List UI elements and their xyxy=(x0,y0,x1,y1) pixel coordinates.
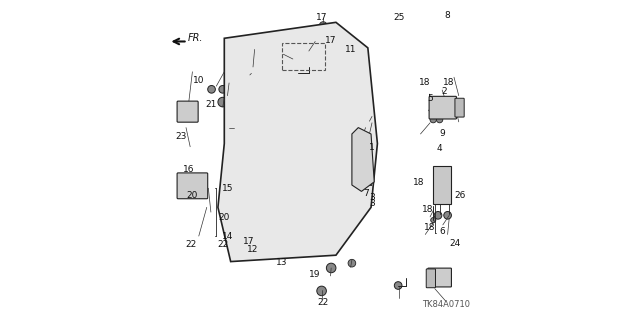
Circle shape xyxy=(180,108,186,115)
Text: 9: 9 xyxy=(439,129,445,138)
FancyBboxPatch shape xyxy=(429,96,456,119)
Text: 11: 11 xyxy=(345,45,356,54)
Text: 7: 7 xyxy=(363,189,369,198)
Text: 19: 19 xyxy=(308,271,320,279)
Text: TK84A0710: TK84A0710 xyxy=(422,300,470,309)
Circle shape xyxy=(430,116,436,123)
Circle shape xyxy=(196,183,204,190)
Text: 17: 17 xyxy=(243,237,254,246)
Circle shape xyxy=(353,174,363,183)
Text: 23: 23 xyxy=(175,132,186,141)
Text: 15: 15 xyxy=(222,184,234,193)
Circle shape xyxy=(326,263,336,273)
Polygon shape xyxy=(218,22,378,262)
FancyBboxPatch shape xyxy=(426,269,435,288)
Circle shape xyxy=(434,211,442,219)
Circle shape xyxy=(180,183,188,190)
Text: 13: 13 xyxy=(276,258,287,267)
Circle shape xyxy=(320,35,333,48)
Circle shape xyxy=(189,189,196,197)
Text: 6: 6 xyxy=(439,227,445,236)
Text: 22: 22 xyxy=(217,241,228,249)
Text: 1: 1 xyxy=(369,143,375,152)
Circle shape xyxy=(218,97,227,107)
Text: 8: 8 xyxy=(444,11,450,20)
Text: 16: 16 xyxy=(183,165,195,174)
Circle shape xyxy=(219,85,227,93)
Circle shape xyxy=(304,35,317,48)
Text: 18: 18 xyxy=(419,78,430,87)
Text: 2: 2 xyxy=(441,87,447,96)
Circle shape xyxy=(444,211,451,219)
Text: 20: 20 xyxy=(187,191,198,200)
Circle shape xyxy=(436,116,443,123)
Text: 22: 22 xyxy=(185,241,196,249)
Text: 5: 5 xyxy=(427,94,433,103)
Text: 18: 18 xyxy=(443,78,454,87)
Text: 26: 26 xyxy=(454,191,465,200)
FancyBboxPatch shape xyxy=(455,98,464,117)
Text: 18: 18 xyxy=(422,205,433,214)
Circle shape xyxy=(306,56,312,62)
FancyBboxPatch shape xyxy=(177,101,198,122)
Polygon shape xyxy=(352,128,374,191)
Text: 14: 14 xyxy=(223,232,234,241)
Text: 4: 4 xyxy=(437,144,442,153)
Text: FR.: FR. xyxy=(188,33,203,43)
Text: 20: 20 xyxy=(218,213,229,222)
Text: 3: 3 xyxy=(369,193,375,202)
Circle shape xyxy=(348,259,356,267)
Circle shape xyxy=(208,85,216,93)
Circle shape xyxy=(431,218,436,223)
Text: 18: 18 xyxy=(413,178,424,187)
FancyBboxPatch shape xyxy=(177,173,208,199)
Circle shape xyxy=(250,49,259,59)
Circle shape xyxy=(394,282,402,289)
Circle shape xyxy=(323,147,336,160)
Circle shape xyxy=(186,113,193,120)
FancyBboxPatch shape xyxy=(428,268,451,287)
Circle shape xyxy=(317,286,326,296)
Polygon shape xyxy=(433,166,451,204)
Text: 21: 21 xyxy=(205,100,216,109)
Text: 3: 3 xyxy=(369,199,375,208)
Text: 12: 12 xyxy=(247,245,259,254)
Text: 17: 17 xyxy=(324,36,336,45)
Text: 10: 10 xyxy=(193,76,205,85)
Text: 25: 25 xyxy=(394,13,404,22)
Text: 17: 17 xyxy=(316,13,327,22)
Text: 22: 22 xyxy=(317,298,328,307)
Text: 24: 24 xyxy=(449,239,460,248)
Text: 18: 18 xyxy=(424,223,435,232)
Circle shape xyxy=(319,22,327,29)
Circle shape xyxy=(248,74,255,82)
